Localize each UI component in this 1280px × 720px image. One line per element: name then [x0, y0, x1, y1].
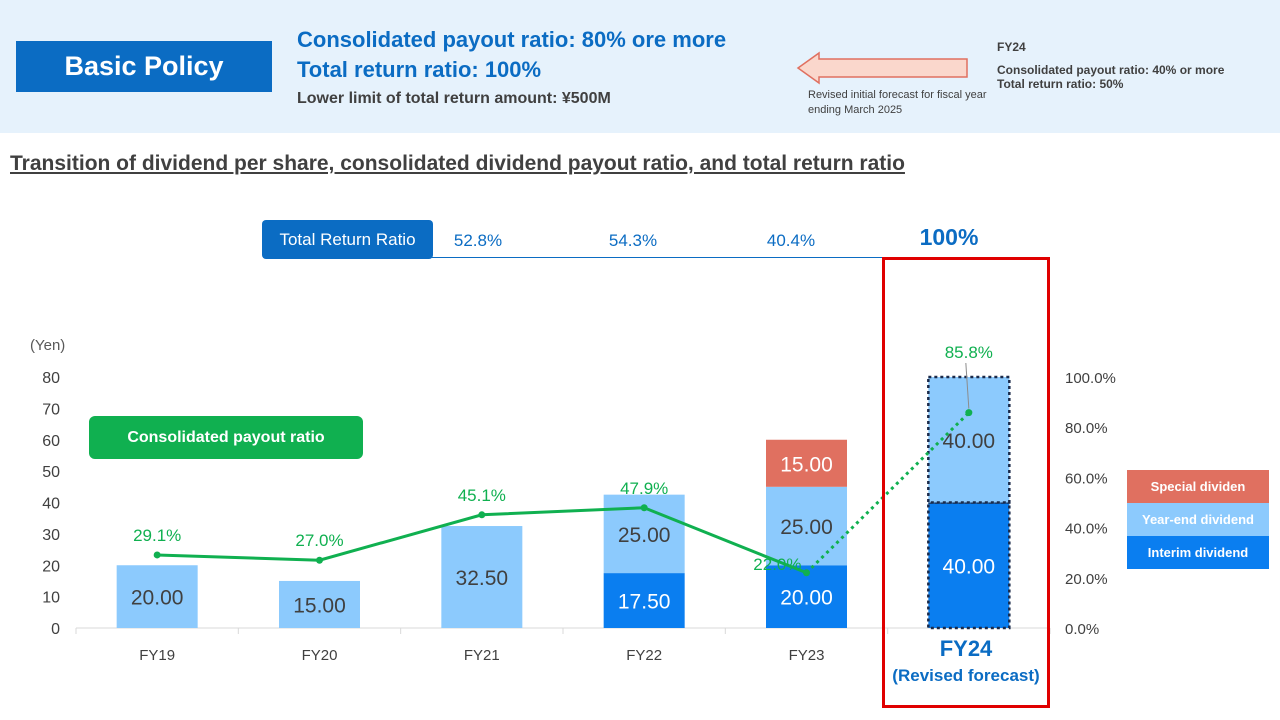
payout-ratio-label: Consolidated payout ratio — [89, 416, 363, 459]
y-tick-label: 40 — [42, 496, 60, 513]
payout-ratio-point — [316, 556, 323, 564]
bar-data-label: 25.00 — [618, 524, 671, 547]
y-tick-label: 10 — [42, 590, 60, 607]
x-tick-label: FY21 — [464, 647, 500, 664]
bar-segment — [927, 375, 1011, 504]
y2-tick-label: 60.0% — [1065, 470, 1108, 487]
y2-tick-label: 20.0% — [1065, 571, 1108, 588]
y-tick-label: 20 — [42, 558, 60, 575]
legend-item: Special dividen — [1127, 470, 1269, 503]
fy24-highlight-box — [882, 257, 1050, 708]
y-tick-label: 0 — [51, 621, 60, 638]
bar-data-label: 20.00 — [780, 587, 833, 610]
y2-tick-label: 40.0% — [1065, 521, 1108, 538]
bar-data-label: 32.50 — [456, 567, 509, 590]
policy-payout-ratio: Consolidated payout ratio: 80% ore more — [297, 27, 727, 52]
policy-total-return: Total return ratio: 100% — [297, 57, 542, 82]
total-return-fy22: 54.3% — [608, 231, 658, 250]
chart-legend: Special dividen Year-end dividend Interim … — [1127, 470, 1269, 569]
y-tick-label: 30 — [42, 527, 60, 544]
left-arrow-icon — [796, 51, 968, 85]
payout-ratio-label: 47.9% — [620, 479, 668, 498]
bar-data-label: 20.00 — [131, 587, 184, 610]
y2-tick-label: 80.0% — [1065, 420, 1108, 437]
y2-tick-label: 100.0% — [1065, 370, 1116, 387]
previous-forecast-payout: Consolidated payout ratio: 40% or more — [997, 63, 1225, 77]
bar-segment — [766, 486, 847, 566]
y-tick-label: 50 — [42, 464, 60, 481]
payout-ratio-point — [640, 504, 648, 512]
x-tick-label: FY20 — [302, 647, 338, 664]
y-tick-label: 80 — [42, 370, 60, 387]
section-title: Transition of dividend per share, consol… — [10, 152, 905, 175]
basic-policy-label: Basic Policy — [16, 41, 272, 92]
x-tick-label: FY22 — [626, 647, 662, 664]
y-axis-unit: (Yen) — [30, 337, 65, 354]
total-return-fy21: 52.8% — [453, 231, 503, 250]
x-tick-label: FY19 — [139, 647, 175, 664]
total-return-fy23: 40.4% — [766, 231, 816, 250]
payout-ratio-point — [803, 569, 810, 577]
bar-data-label: 17.50 — [618, 591, 671, 614]
payout-ratio-label: 85.8% — [945, 343, 993, 362]
bar-data-label: 25.00 — [780, 516, 833, 539]
bar-segment — [927, 501, 1011, 630]
previous-forecast-title: FY24 — [997, 40, 1026, 54]
bar-data-label: 15.00 — [293, 594, 346, 617]
total-return-ratio-line — [430, 257, 882, 258]
bar-segment — [441, 526, 523, 628]
bar-data-label: 40.00 — [943, 430, 996, 453]
y-tick-label: 60 — [42, 433, 60, 450]
legend-item: Interim dividend — [1127, 536, 1269, 569]
payout-ratio-forecast-line — [805, 411, 970, 574]
payout-ratio-label: 29.1% — [133, 526, 181, 545]
y-tick-label: 70 — [42, 401, 60, 418]
total-return-fy24: 100% — [919, 224, 979, 250]
payout-ratio-point — [153, 551, 161, 559]
total-return-ratio-label: Total Return Ratio — [262, 220, 433, 259]
previous-forecast-return: Total return ratio: 50% — [997, 77, 1124, 91]
bar-data-label: 15.00 — [780, 453, 833, 476]
payout-ratio-label: 45.1% — [458, 486, 506, 505]
fy24-sublabel: (Revised forecast) — [892, 666, 1040, 685]
payout-ratio-label: 27.0% — [295, 531, 343, 550]
payout-ratio-point — [965, 409, 973, 417]
bar-data-label: 40.00 — [943, 555, 996, 578]
bar-segment — [116, 565, 198, 628]
previous-forecast: FY24 Consolidated payout ratio: 40% or m… — [997, 40, 1224, 91]
legend-item: Year-end dividend — [1127, 503, 1269, 536]
payout-ratio-label: 22.0% — [753, 555, 801, 574]
bar-segment — [766, 439, 847, 487]
policy-lower-limit: Lower limit of total return amount: ¥500… — [297, 90, 611, 107]
arrow-note: Revised initial forecast for fiscal year… — [808, 89, 987, 116]
fy24-label: FY24 — [939, 636, 993, 661]
bar-segment — [603, 573, 685, 628]
payout-label-leader — [965, 362, 970, 409]
x-tick-label: FY23 — [789, 647, 825, 664]
payout-ratio-point — [478, 511, 486, 519]
fy24-forecast-label: FY24 (Revised forecast) — [882, 636, 1050, 686]
bar-segment — [279, 580, 360, 628]
y2-tick-label: 0.0% — [1065, 621, 1099, 638]
